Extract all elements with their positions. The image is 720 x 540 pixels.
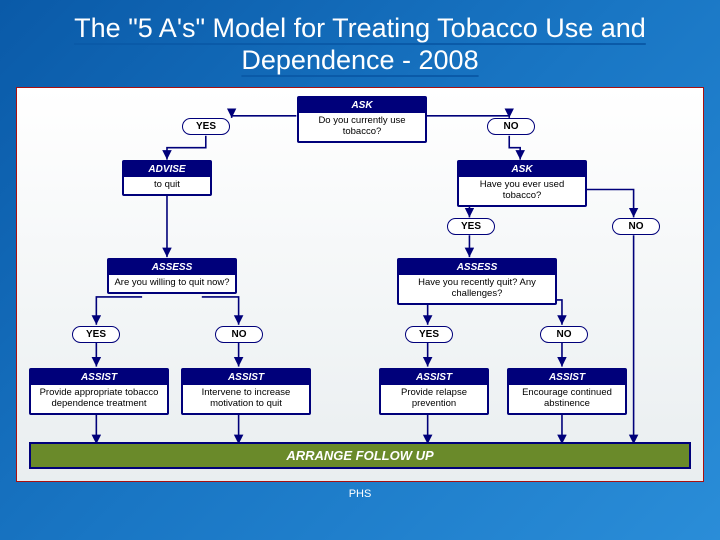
box-body: Are you willing to quit now? — [109, 275, 235, 292]
box-header: ASK — [459, 162, 585, 178]
flowchart-diagram: ASKDo you currently use tobacco?YESNOADV… — [16, 87, 704, 482]
decision-yes3: YES — [72, 326, 120, 343]
box-body: Provide relapse prevention — [381, 385, 487, 413]
decision-yes4: YES — [405, 326, 453, 343]
box-assist4: ASSISTEncourage continued abstinence — [507, 368, 627, 415]
box-body: Have you recently quit? Any challenges? — [399, 275, 555, 303]
slide: The "5 A's" Model for Treating Tobacco U… — [0, 0, 720, 540]
box-header: ASSIST — [183, 370, 309, 386]
decision-no4: NO — [540, 326, 588, 343]
box-assist2: ASSISTIntervene to increase motivation t… — [181, 368, 311, 415]
box-header: ASK — [299, 98, 425, 114]
box-ask2: ASKHave you ever used tobacco? — [457, 160, 587, 207]
box-assess2: ASSESSHave you recently quit? Any challe… — [397, 258, 557, 305]
box-header: ASSESS — [399, 260, 555, 276]
decision-yes1: YES — [182, 118, 230, 135]
box-body: Do you currently use tobacco? — [299, 113, 425, 141]
decision-no3: NO — [215, 326, 263, 343]
box-body: Encourage continued abstinence — [509, 385, 625, 413]
footer-text: PHS — [16, 488, 704, 500]
box-body: to quit — [124, 177, 210, 194]
decision-no1: NO — [487, 118, 535, 135]
box-header: ASSESS — [109, 260, 235, 276]
decision-yes2: YES — [447, 218, 495, 235]
page-title: The "5 A's" Model for Treating Tobacco U… — [16, 12, 704, 77]
box-header: ADVISE — [124, 162, 210, 178]
box-header: ASSIST — [509, 370, 625, 386]
box-assist1: ASSISTProvide appropriate tobacco depend… — [29, 368, 169, 415]
box-assess1: ASSESSAre you willing to quit now? — [107, 258, 237, 294]
arrange-followup-box: ARRANGE FOLLOW UP — [29, 442, 691, 469]
decision-no2: NO — [612, 218, 660, 235]
box-header: ASSIST — [31, 370, 167, 386]
box-assist3: ASSISTProvide relapse prevention — [379, 368, 489, 415]
box-body: Have you ever used tobacco? — [459, 177, 585, 205]
box-body: Intervene to increase motivation to quit — [183, 385, 309, 413]
box-advise: ADVISEto quit — [122, 160, 212, 196]
box-body: Provide appropriate tobacco dependence t… — [31, 385, 167, 413]
box-ask1: ASKDo you currently use tobacco? — [297, 96, 427, 143]
box-header: ASSIST — [381, 370, 487, 386]
